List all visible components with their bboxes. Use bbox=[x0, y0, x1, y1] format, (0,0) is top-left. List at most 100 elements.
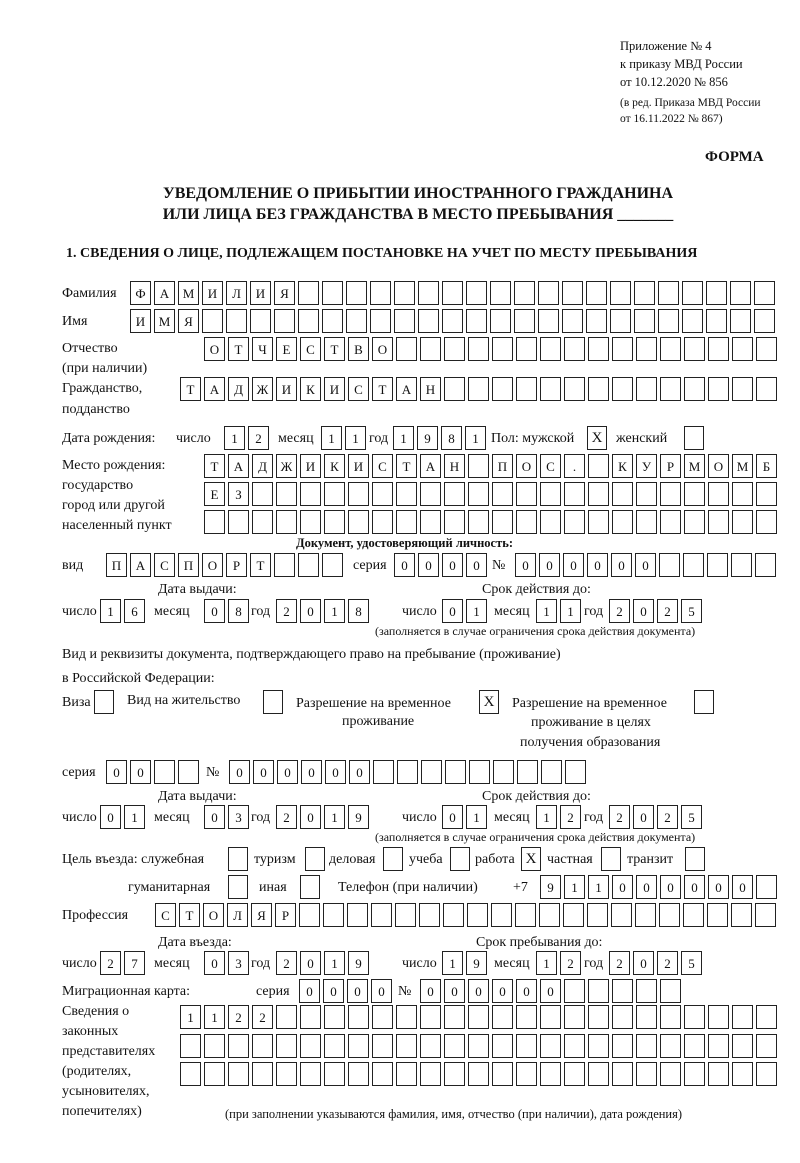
char-cell[interactable] bbox=[420, 1062, 441, 1086]
char-cell[interactable] bbox=[276, 1062, 297, 1086]
char-cell[interactable]: 1 bbox=[224, 426, 245, 450]
char-cell[interactable] bbox=[322, 309, 343, 333]
char-cell[interactable] bbox=[204, 1034, 225, 1058]
char-cell[interactable]: 0 bbox=[708, 875, 729, 899]
char-cell[interactable] bbox=[466, 281, 487, 305]
char-cell[interactable]: И bbox=[300, 454, 321, 478]
char-cell[interactable]: 7 bbox=[124, 951, 145, 975]
char-cell[interactable] bbox=[396, 1005, 417, 1029]
char-cell[interactable]: 2 bbox=[276, 599, 297, 623]
char-cell[interactable]: 1 bbox=[465, 426, 486, 450]
char-cell[interactable]: 0 bbox=[349, 760, 370, 784]
char-cell[interactable] bbox=[731, 553, 752, 577]
purpose-business-checkbox[interactable] bbox=[383, 847, 403, 871]
char-cell[interactable] bbox=[732, 1005, 753, 1029]
char-cell[interactable]: 0 bbox=[299, 979, 320, 1003]
char-cell[interactable] bbox=[396, 510, 417, 534]
purpose-study-checkbox[interactable] bbox=[450, 847, 470, 871]
char-cell[interactable]: 1 bbox=[204, 1005, 225, 1029]
char-cell[interactable] bbox=[346, 309, 367, 333]
char-cell[interactable]: 2 bbox=[657, 599, 678, 623]
char-cell[interactable] bbox=[516, 1005, 537, 1029]
char-cell[interactable] bbox=[347, 903, 368, 927]
char-cell[interactable] bbox=[492, 1005, 513, 1029]
char-cell[interactable] bbox=[658, 281, 679, 305]
char-cell[interactable] bbox=[444, 510, 465, 534]
char-cell[interactable] bbox=[444, 1062, 465, 1086]
char-cell[interactable]: 1 bbox=[442, 951, 463, 975]
char-cell[interactable] bbox=[730, 309, 751, 333]
char-cell[interactable] bbox=[587, 903, 608, 927]
char-cell[interactable]: 2 bbox=[100, 951, 121, 975]
char-cell[interactable]: Ф bbox=[130, 281, 151, 305]
reps-row3[interactable] bbox=[180, 1062, 777, 1086]
char-cell[interactable]: И bbox=[324, 377, 345, 401]
char-cell[interactable] bbox=[756, 482, 777, 506]
char-cell[interactable]: 1 bbox=[564, 875, 585, 899]
purpose-tourism-checkbox[interactable] bbox=[305, 847, 325, 871]
char-cell[interactable] bbox=[396, 482, 417, 506]
char-cell[interactable]: 2 bbox=[228, 1005, 249, 1029]
char-cell[interactable] bbox=[276, 1005, 297, 1029]
char-cell[interactable] bbox=[516, 1034, 537, 1058]
char-cell[interactable] bbox=[732, 1062, 753, 1086]
char-cell[interactable] bbox=[660, 1062, 681, 1086]
char-cell[interactable] bbox=[516, 377, 537, 401]
char-cell[interactable]: Н bbox=[420, 377, 441, 401]
char-cell[interactable] bbox=[443, 903, 464, 927]
char-cell[interactable] bbox=[564, 510, 585, 534]
char-cell[interactable] bbox=[684, 1005, 705, 1029]
char-cell[interactable] bbox=[588, 377, 609, 401]
char-cell[interactable]: М bbox=[732, 454, 753, 478]
char-cell[interactable]: 2 bbox=[609, 805, 630, 829]
char-cell[interactable] bbox=[300, 1034, 321, 1058]
purpose-other-checkbox[interactable] bbox=[300, 875, 320, 899]
char-cell[interactable]: 0 bbox=[442, 599, 463, 623]
char-cell[interactable] bbox=[588, 1034, 609, 1058]
purpose-private-checkbox[interactable] bbox=[601, 847, 621, 871]
char-cell[interactable] bbox=[514, 281, 535, 305]
char-cell[interactable]: Р bbox=[226, 553, 247, 577]
char-cell[interactable] bbox=[684, 337, 705, 361]
char-cell[interactable]: 0 bbox=[563, 553, 584, 577]
char-cell[interactable]: 0 bbox=[633, 599, 654, 623]
char-cell[interactable] bbox=[660, 377, 681, 401]
char-cell[interactable] bbox=[420, 1034, 441, 1058]
char-cell[interactable]: 0 bbox=[300, 599, 321, 623]
char-cell[interactable] bbox=[684, 510, 705, 534]
char-cell[interactable]: И bbox=[202, 281, 223, 305]
char-cell[interactable] bbox=[610, 309, 631, 333]
char-cell[interactable]: 1 bbox=[345, 426, 366, 450]
char-cell[interactable] bbox=[276, 482, 297, 506]
char-cell[interactable] bbox=[299, 903, 320, 927]
char-cell[interactable] bbox=[564, 482, 585, 506]
char-cell[interactable]: И bbox=[348, 454, 369, 478]
char-cell[interactable]: П bbox=[178, 553, 199, 577]
char-cell[interactable]: С bbox=[155, 903, 176, 927]
char-cell[interactable]: . bbox=[564, 454, 585, 478]
char-cell[interactable]: О bbox=[708, 454, 729, 478]
char-cell[interactable] bbox=[588, 1062, 609, 1086]
char-cell[interactable]: 3 bbox=[228, 951, 249, 975]
char-cell[interactable] bbox=[516, 510, 537, 534]
char-cell[interactable] bbox=[276, 510, 297, 534]
char-cell[interactable] bbox=[515, 903, 536, 927]
char-cell[interactable]: Т bbox=[324, 337, 345, 361]
char-cell[interactable]: 0 bbox=[300, 805, 321, 829]
char-cell[interactable] bbox=[252, 1062, 273, 1086]
char-cell[interactable]: 0 bbox=[418, 553, 439, 577]
char-cell[interactable]: 0 bbox=[301, 760, 322, 784]
char-cell[interactable] bbox=[300, 1062, 321, 1086]
char-cell[interactable]: 0 bbox=[204, 805, 225, 829]
char-cell[interactable] bbox=[565, 760, 586, 784]
char-cell[interactable] bbox=[732, 337, 753, 361]
